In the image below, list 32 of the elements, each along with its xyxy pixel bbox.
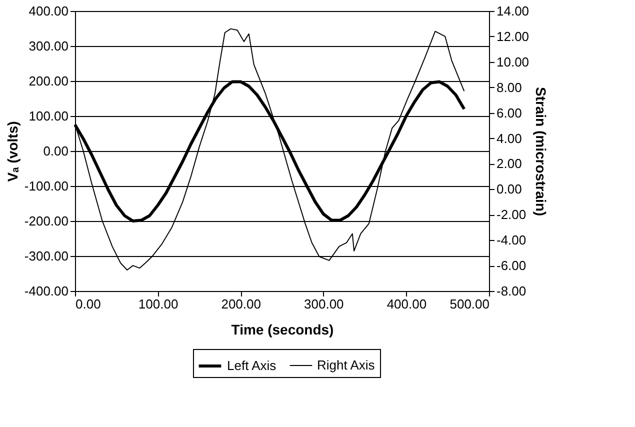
x-tick-label: 300.00 bbox=[304, 296, 344, 312]
x-tick-label: 100.00 bbox=[138, 296, 178, 312]
y-tick-label: 400.00 bbox=[28, 4, 68, 18]
y2-tick-label: -4.00 bbox=[496, 232, 526, 248]
x-axis-title: Time (seconds) bbox=[231, 322, 334, 338]
x-tick-label: 200.00 bbox=[221, 296, 261, 312]
y-tick-label: 100.00 bbox=[28, 108, 68, 124]
y2-tick-label: 0.00 bbox=[496, 182, 522, 197]
y2-tick-label: 2.00 bbox=[496, 156, 522, 172]
y-tick-label: 200.00 bbox=[28, 74, 68, 88]
y-tick-label: -300.00 bbox=[24, 248, 68, 264]
y-tick-label: 300.00 bbox=[28, 38, 68, 54]
y2-axis-title: Strain (microstrain) bbox=[533, 86, 550, 216]
legend-label: Left Axis bbox=[227, 358, 277, 373]
y-axis-title: Vₐ (volts) bbox=[4, 121, 20, 182]
y2-tick-label: 14.00 bbox=[496, 4, 530, 18]
y-tick-label: -200.00 bbox=[24, 214, 68, 228]
y2-tick-label: 6.00 bbox=[496, 105, 522, 120]
y-tick-label: 0.00 bbox=[43, 144, 68, 158]
y2-tick-label: 12.00 bbox=[496, 28, 530, 44]
y2-tick-label: -2.00 bbox=[496, 207, 526, 222]
x-tick-label: 500.00 bbox=[450, 296, 490, 312]
y-tick-label: -400.00 bbox=[24, 284, 68, 298]
y2-tick-label: -8.00 bbox=[496, 284, 526, 298]
y2-tick-label: -6.00 bbox=[496, 258, 526, 274]
y2-tick-label: 10.00 bbox=[496, 54, 530, 70]
y-tick-label: -100.00 bbox=[24, 178, 68, 194]
legend-label: Right Axis bbox=[317, 358, 376, 372]
x-tick-label: 0.00 bbox=[76, 296, 101, 312]
y2-tick-label: 8.00 bbox=[496, 80, 522, 95]
y2-tick-label: 4.00 bbox=[496, 130, 522, 146]
x-tick-label: 400.00 bbox=[386, 296, 427, 312]
